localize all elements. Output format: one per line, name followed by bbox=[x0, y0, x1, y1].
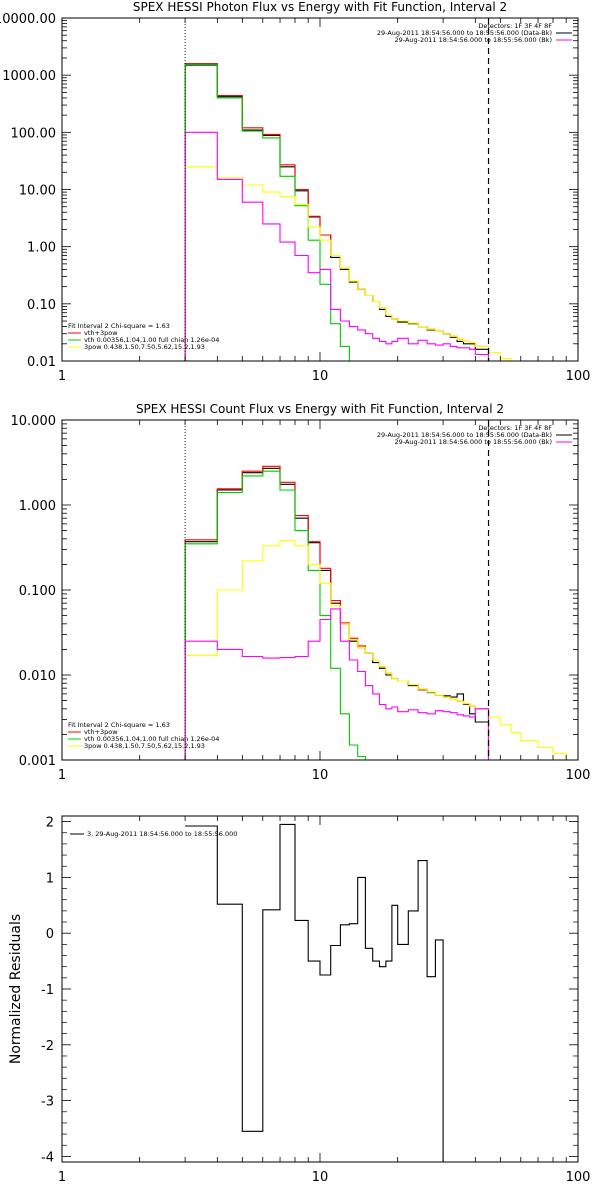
y-tick-label: 0.01 bbox=[27, 355, 56, 370]
y-axis: 0.01 0.10 1.00 10.00 100.00 1000.00 10000.00 bbox=[0, 12, 578, 370]
x-axis: 1 10 100 bbox=[58, 18, 591, 384]
x-tick-label: 100 bbox=[566, 369, 591, 384]
series-line-component-3 bbox=[184, 166, 512, 361]
y-tick-label: -2 bbox=[41, 1039, 54, 1054]
legend-bottom-left: Fit Interval 2 Chi-square = 1.63vth+3pow… bbox=[68, 322, 219, 351]
y-tick-label: 10.000 bbox=[11, 414, 57, 429]
legend-entry: Detectors: 1F 3F 4F 8F bbox=[478, 22, 552, 30]
legend-entry: 3pow 0.438,1.50,7.50,5.62,15.2,1.93 bbox=[84, 742, 205, 750]
y-axis: 0.001 0.010 0.100 1.000 10.000 bbox=[11, 414, 578, 769]
x-tick-label: 1 bbox=[58, 768, 66, 783]
series-line-fit-1 bbox=[184, 465, 490, 760]
y-tick-label: 1.00 bbox=[27, 241, 56, 256]
x-axis: 1 10 100 bbox=[58, 816, 591, 1185]
legend-entry: vth 0.00356,1.04,1.00 full chian 1.26e-0… bbox=[84, 336, 219, 344]
series-line-component-3 bbox=[184, 540, 567, 760]
legend-entry: Detectors: 1F 3F 4F 8F bbox=[478, 424, 552, 432]
series-line-data-0 bbox=[184, 467, 490, 760]
x-tick-label: 10 bbox=[312, 768, 329, 783]
x-tick-label: 10 bbox=[312, 369, 329, 384]
x-tick-label: 1 bbox=[58, 1170, 66, 1185]
legend-entry: 3. 29-Aug-2011 18:54:56.000 to 18:55:56.… bbox=[87, 830, 237, 838]
series-line-data-0 bbox=[184, 64, 490, 361]
series-group bbox=[185, 823, 444, 1162]
series-line-residual-0 bbox=[185, 823, 444, 1162]
legend-entry: vth+3pow bbox=[84, 728, 118, 736]
series-line-background-4 bbox=[184, 131, 490, 361]
y-tick-label: 2 bbox=[46, 816, 54, 831]
y-axis: 2 1 0 -1 -2 -3 -4 Normalized Residuals bbox=[8, 816, 578, 1165]
legend-entry: 29-Aug-2011 18:54:56.000 to 18:55:56.000… bbox=[395, 36, 552, 44]
series-group bbox=[184, 465, 567, 760]
legend-entry: Fit Interval 2 Chi-square = 1.63 bbox=[68, 322, 170, 330]
y-tick-label: 0.010 bbox=[19, 669, 56, 684]
y-axis-label: Normalized Residuals bbox=[8, 914, 24, 1064]
x-axis: 1 10 100 bbox=[58, 420, 591, 783]
x-tick-label: 10 bbox=[312, 1170, 329, 1185]
legend-entry: 29-Aug-2011 18:54:56.000 to 18:55:56.000… bbox=[395, 438, 552, 446]
y-tick-label: 1 bbox=[46, 871, 54, 886]
x-tick-label: 100 bbox=[566, 1170, 591, 1185]
x-tick-label: 1 bbox=[58, 369, 66, 384]
y-tick-label: 1000.00 bbox=[2, 69, 56, 84]
y-tick-label: 10.00 bbox=[19, 184, 56, 199]
chart-title: SPEX HESSI Photon Flux vs Energy with Fi… bbox=[133, 0, 507, 14]
legend-residuals: 3. 29-Aug-2011 18:54:56.000 to 18:55:56.… bbox=[70, 830, 237, 838]
y-tick-label: 0.100 bbox=[19, 584, 56, 599]
chart-2: SPEX HESSI Count Flux vs Energy with Fit… bbox=[11, 402, 591, 783]
y-tick-label: 0 bbox=[46, 927, 54, 942]
legend-entry: vth+3pow bbox=[84, 329, 118, 337]
y-tick-label: 100.00 bbox=[11, 126, 57, 141]
plot-frame bbox=[61, 815, 579, 1163]
chart-title: SPEX HESSI Count Flux vs Energy with Fit… bbox=[136, 402, 504, 416]
y-tick-label: 10000.00 bbox=[0, 12, 56, 27]
series-line-fit-1 bbox=[184, 62, 490, 361]
y-tick-label: -1 bbox=[41, 983, 54, 998]
y-tick-label: 0.001 bbox=[19, 754, 56, 769]
series-line-component-2 bbox=[184, 470, 366, 760]
legend-entry: 3pow 0.438,1.50,7.50,5.62,15.2,1.93 bbox=[84, 343, 205, 351]
chart-1: SPEX HESSI Photon Flux vs Energy with Fi… bbox=[0, 0, 591, 384]
legend-entry: vth 0.00356,1.04,1.00 full chian 1.26e-0… bbox=[84, 735, 219, 743]
series-group bbox=[184, 62, 512, 361]
plot-frame bbox=[61, 17, 579, 362]
series-line-component-2 bbox=[184, 63, 350, 361]
y-tick-label: 0.10 bbox=[27, 298, 56, 313]
legend-entry: 29-Aug-2011 18:54:56.000 to 18:55:56.000… bbox=[377, 431, 552, 439]
x-tick-label: 100 bbox=[566, 768, 591, 783]
legend-entry: Fit Interval 2 Chi-square = 1.63 bbox=[68, 721, 170, 729]
y-tick-label: 1.000 bbox=[19, 499, 56, 514]
y-tick-label: -4 bbox=[41, 1150, 54, 1165]
legend-bottom-left: Fit Interval 2 Chi-square = 1.63vth+3pow… bbox=[68, 721, 219, 750]
legend-entry: 29-Aug-2011 18:54:56.000 to 18:55:56.000… bbox=[377, 29, 552, 37]
y-tick-label: -3 bbox=[41, 1095, 54, 1110]
series-line-background-4 bbox=[184, 608, 490, 760]
